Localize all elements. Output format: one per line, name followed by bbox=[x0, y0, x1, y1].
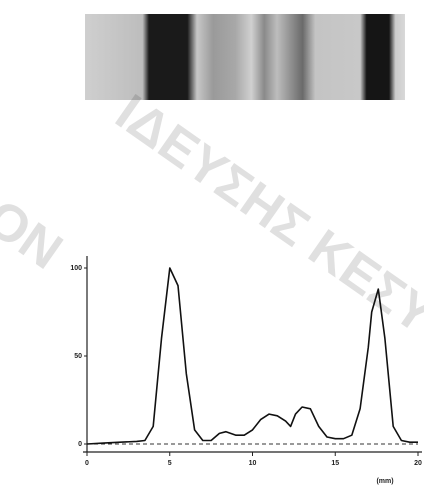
y-tick-label: 0 bbox=[78, 441, 82, 448]
x-axis-label: (mm) bbox=[376, 478, 393, 485]
y-tick-label: 100 bbox=[70, 265, 82, 272]
x-tick-label: 5 bbox=[168, 460, 172, 467]
x-tick-label: 20 bbox=[414, 460, 422, 467]
chart: ΙΔΕΥΣΗΣ ΚΕΣΥ ON (mm) 0 50 100 0 5 10 15 20 bbox=[0, 0, 424, 487]
gel-strip bbox=[85, 14, 405, 100]
x-tick-label: 0 bbox=[85, 460, 89, 467]
x-tick-label: 15 bbox=[331, 460, 339, 467]
x-tick-label: 10 bbox=[249, 460, 257, 467]
watermark: ON bbox=[0, 189, 72, 281]
watermark: ΙΔΕΥΣΗΣ ΚΕΣΥ bbox=[105, 84, 424, 346]
y-tick-label: 50 bbox=[74, 353, 82, 360]
